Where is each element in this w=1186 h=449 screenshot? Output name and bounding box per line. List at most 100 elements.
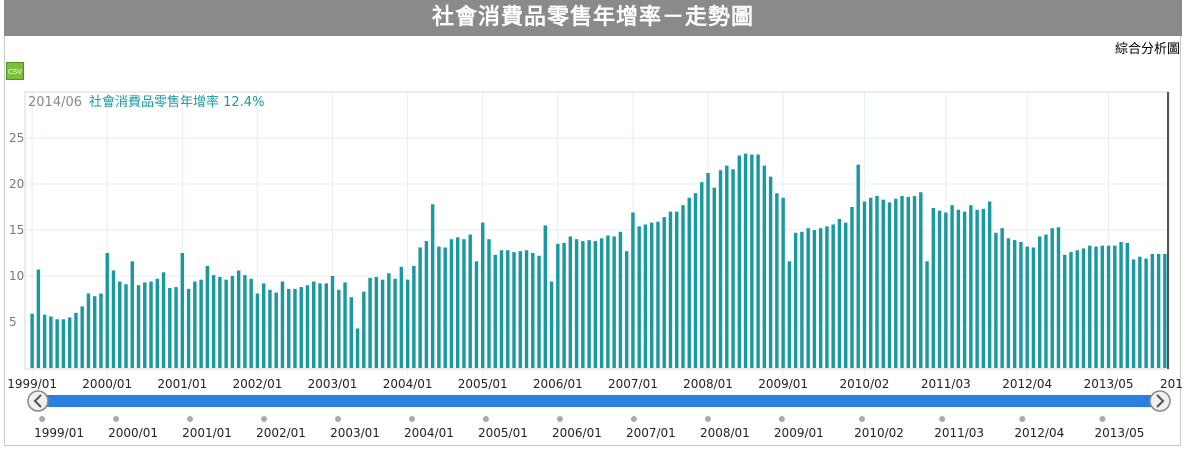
bar	[900, 195, 904, 368]
navigator-tick-label: 2010/02	[854, 426, 904, 440]
bar	[524, 250, 529, 368]
bar	[631, 212, 635, 368]
x-tick-label: 2005/01	[458, 377, 508, 391]
navigator-tick-label: 2009/01	[774, 426, 824, 440]
range-navigator[interactable]: 1999/01 2000/01 2001/01 2002/01 2003/01 2004/…	[27, 390, 1171, 440]
bar	[143, 282, 147, 368]
bar	[218, 276, 222, 368]
bar	[812, 230, 817, 368]
bar	[562, 242, 566, 368]
bar	[700, 182, 704, 368]
bar	[124, 284, 128, 368]
bar	[168, 287, 172, 368]
bar	[975, 209, 979, 368]
bar	[224, 279, 228, 368]
bar	[843, 222, 848, 368]
bar	[374, 276, 379, 368]
bar	[768, 176, 773, 368]
bar	[324, 283, 328, 368]
bar	[42, 314, 47, 368]
x-axis: 1999/01 2000/01 2001/01 2002/01 2003/01 2004/…	[7, 377, 1183, 391]
bar	[149, 281, 153, 368]
x-tick-label: 2001/01	[157, 377, 207, 391]
bar	[919, 192, 923, 368]
bar	[418, 247, 422, 368]
bar	[230, 276, 235, 368]
chart-frame	[4, 36, 1181, 446]
x-tick-label: 2002/01	[232, 377, 282, 391]
bars-series	[30, 153, 1167, 368]
bar	[468, 234, 472, 368]
bar	[543, 225, 548, 368]
bar	[531, 253, 535, 368]
bar	[506, 250, 510, 368]
navigator-track[interactable]	[38, 395, 1160, 407]
bar	[950, 205, 954, 368]
bar	[662, 217, 666, 368]
navigator-tick-dot	[939, 416, 946, 422]
csv-export-button[interactable]: CSV	[6, 62, 24, 80]
bar	[362, 291, 366, 368]
bar	[875, 195, 879, 368]
bar	[161, 272, 166, 368]
bar	[994, 232, 998, 368]
bar	[718, 170, 723, 368]
bar	[286, 288, 291, 368]
chevron-right-icon	[1156, 394, 1165, 408]
bar	[825, 226, 829, 368]
legend-date: 2014/06	[28, 95, 82, 110]
bar	[681, 205, 685, 368]
navigator-left-handle[interactable]	[27, 390, 49, 412]
bar	[693, 193, 698, 368]
bar	[1019, 241, 1023, 368]
bar	[869, 197, 873, 368]
navigator-tick-label: 2012/04	[1014, 426, 1064, 440]
bar	[775, 193, 779, 368]
x-tick-label: 2008/01	[683, 377, 733, 391]
bar	[99, 293, 103, 368]
bar	[268, 289, 272, 368]
navigator-tick-dot	[334, 416, 341, 422]
bar	[74, 312, 78, 368]
navigator-tick-dot	[113, 416, 120, 422]
bar	[1144, 258, 1148, 368]
navigator-tick-dot	[261, 416, 268, 422]
navigator-tick-label: 2000/01	[108, 426, 158, 440]
bar	[668, 211, 673, 368]
bar	[430, 204, 435, 368]
bar	[512, 252, 516, 368]
legend-series-label: 社會消費品零售年增率 12.4%	[89, 94, 264, 110]
bar	[293, 288, 297, 368]
bar	[969, 205, 973, 368]
bar	[111, 270, 116, 368]
bar	[931, 207, 936, 368]
bar	[937, 210, 942, 368]
bar	[581, 241, 585, 368]
analysis-chart-link[interactable]: 綜合分析圖	[1114, 42, 1180, 57]
bar	[837, 218, 842, 368]
bar	[1037, 236, 1042, 368]
bar	[687, 197, 691, 368]
x-tick-label: 2013/05	[1084, 377, 1134, 391]
bar	[1075, 250, 1079, 368]
bar	[318, 283, 322, 368]
bar	[280, 281, 285, 368]
bar	[380, 279, 385, 368]
navigator-tick-label: 2004/01	[404, 426, 454, 440]
bar	[599, 238, 604, 368]
bar	[856, 164, 860, 368]
x-tick-label: 2006/01	[533, 377, 583, 391]
bar	[906, 196, 911, 368]
bar	[1063, 254, 1067, 368]
x-tick-label: 2007/01	[608, 377, 658, 391]
bar	[199, 279, 203, 368]
bar	[174, 287, 178, 368]
bar	[731, 169, 735, 368]
navigator-tick-dot	[556, 416, 563, 422]
bar	[593, 241, 598, 368]
navigator-right-handle[interactable]	[1149, 390, 1171, 412]
bar	[1125, 242, 1130, 368]
bar	[1100, 245, 1105, 368]
bar	[1031, 247, 1036, 368]
